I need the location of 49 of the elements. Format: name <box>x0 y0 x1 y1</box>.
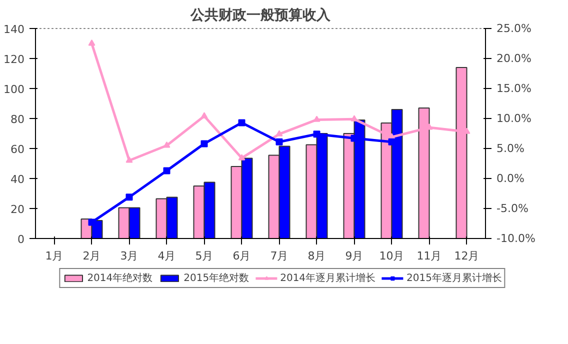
legend-label: 2014年逐月累计增长 <box>280 272 376 285</box>
point <box>313 116 320 122</box>
point <box>388 138 396 146</box>
y-tick-label: 100 <box>4 83 25 96</box>
x-tick-label: 2月 <box>82 250 101 262</box>
y2-tick-label: 10.0% <box>496 112 532 125</box>
chart-title: 公共财政一般预算收入 <box>190 8 332 24</box>
x-tick-label: 11月 <box>416 250 442 262</box>
y2-tick-label: 25.0% <box>496 22 532 35</box>
legend-label: 2015年绝对数 <box>184 272 250 285</box>
y-tick-label: 140 <box>4 23 25 36</box>
x-tick-label: 10月 <box>379 250 404 262</box>
point <box>200 140 208 148</box>
x-tick-label: 6月 <box>232 250 251 262</box>
legend-label: 2014年绝对数 <box>87 272 153 285</box>
point <box>313 130 320 138</box>
x-tick-label: 5月 <box>195 250 214 262</box>
point <box>163 167 170 174</box>
point <box>200 112 208 118</box>
x-tick-label: 4月 <box>158 250 176 262</box>
point <box>126 156 133 163</box>
x-tick-label: 9月 <box>345 250 364 262</box>
y-tick-label: 0 <box>18 233 24 246</box>
point <box>350 115 358 122</box>
y-tick-label: 80 <box>10 113 25 126</box>
legend-label: 2015年逐月累计增长 <box>406 272 502 285</box>
y2-tick-label: 15.0% <box>496 82 532 95</box>
y-tick-label: 40 <box>10 173 25 186</box>
point <box>88 40 96 46</box>
y2-tick-label: 20.0% <box>496 52 532 65</box>
point <box>126 194 133 201</box>
x-tick-label: 3月 <box>120 250 138 262</box>
x-tick-label: 8月 <box>308 250 326 262</box>
x-tick-label: 7月 <box>270 250 288 262</box>
y-tick-label: 120 <box>4 53 25 66</box>
y-tick-label: 60 <box>10 143 25 156</box>
point <box>276 130 283 136</box>
x-tick-label: 12月 <box>454 250 480 262</box>
point <box>238 119 246 126</box>
y2-tick-label: 5.0% <box>496 142 524 155</box>
point <box>276 138 283 146</box>
point <box>163 142 170 148</box>
point <box>238 154 246 160</box>
y2-tick-label: -10.0% <box>496 232 536 245</box>
y2-tick-label: -5.0% <box>496 202 528 215</box>
y-tick-label: 20 <box>10 203 25 216</box>
x-tick-label: 1月 <box>45 250 64 262</box>
point <box>88 218 96 226</box>
y2-tick-label: 0.0% <box>496 172 524 185</box>
